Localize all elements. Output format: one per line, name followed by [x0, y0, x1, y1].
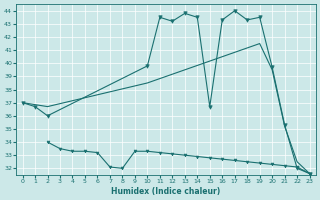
X-axis label: Humidex (Indice chaleur): Humidex (Indice chaleur)	[111, 187, 221, 196]
